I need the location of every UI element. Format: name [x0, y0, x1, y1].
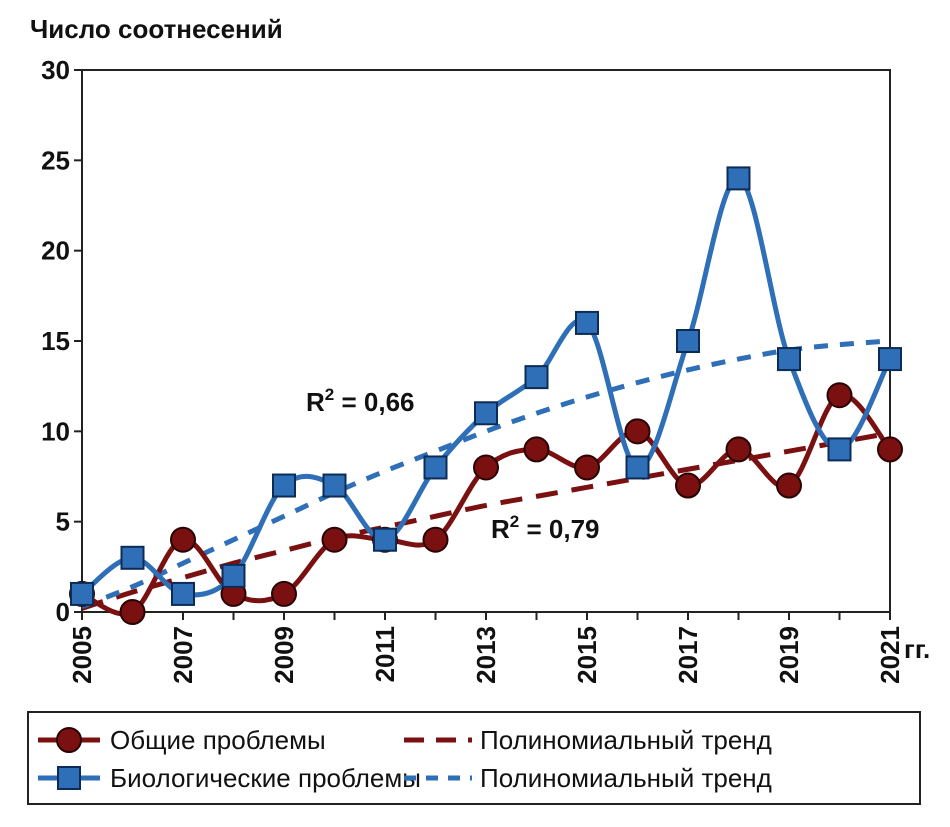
data-point-general: [826, 382, 853, 409]
data-point-biological: [373, 527, 397, 552]
data-point-general: [725, 436, 752, 463]
data-point-general: [271, 580, 297, 607]
x-tick-label: 2013: [471, 626, 501, 684]
plot-area: 0 5 10 15 20 25 30 2005 2007 2009 2011 2013 2015 2017…: [41, 55, 930, 684]
y-tick-label: 20: [41, 236, 70, 266]
data-point-general: [170, 526, 196, 553]
data-point-biological: [423, 455, 448, 480]
data-point-biological: [575, 310, 599, 335]
x-tick-label: 2009: [269, 626, 299, 684]
data-point-biological: [322, 473, 347, 498]
data-point-general: [624, 418, 651, 445]
r2-label-general: R2 = 0,79: [491, 512, 600, 544]
legend-marker-circle: [56, 727, 82, 753]
data-point-general: [574, 454, 600, 481]
y-tick-label: 15: [41, 326, 70, 356]
data-point-general: [321, 526, 348, 553]
data-point-biological: [524, 365, 549, 390]
y-tick-label: 0: [56, 597, 70, 627]
y-axis-label: Число соотнесений: [30, 14, 283, 44]
data-point-biological: [726, 166, 751, 191]
x-tick-label: 2021: [875, 626, 905, 684]
legend-label: Общие проблемы: [110, 725, 326, 755]
x-tick-label: 2017: [673, 626, 703, 684]
series-line-biological: [80, 175, 893, 598]
data-point-biological: [221, 563, 246, 588]
x-tick-label: 2005: [67, 626, 97, 684]
legend: Общие проблемы Полиномиальный тренд Биолог…: [27, 711, 921, 805]
data-point-general: [877, 436, 903, 463]
data-point-general: [523, 436, 550, 463]
data-point-biological: [625, 455, 650, 480]
y-tick-label: 30: [41, 55, 70, 85]
data-point-biological: [272, 473, 296, 498]
data-point-general: [422, 526, 449, 553]
data-point-general: [675, 472, 701, 499]
data-point-biological: [120, 545, 145, 570]
data-point-biological: [676, 329, 700, 353]
plot-frame: [81, 69, 891, 613]
legend-box: [27, 711, 921, 805]
data-point-general: [776, 472, 802, 499]
data-point-biological: [474, 401, 498, 426]
x-tick-label: 2019: [774, 626, 804, 684]
data-point-biological: [827, 437, 852, 462]
data-point-general: [473, 454, 499, 481]
y-tick-label: 5: [56, 507, 70, 537]
legend-label: Биологические проблемы: [110, 763, 421, 793]
x-tick-label: 2015: [572, 626, 602, 684]
data-point-biological: [777, 347, 801, 372]
data-point-biological: [70, 581, 94, 606]
legend-label: Полиномиальный тренд: [480, 763, 772, 793]
x-tick-label: 2007: [168, 626, 198, 684]
legend-label: Полиномиальный тренд: [480, 725, 772, 755]
data-point-biological: [171, 581, 195, 606]
data-point-biological: [878, 347, 902, 372]
r2-label-biological: R2 = 0,66: [306, 385, 415, 417]
legend-marker-square: [57, 766, 81, 790]
y-tick-label: 10: [41, 416, 70, 446]
data-point-general: [119, 599, 146, 625]
x-tick-label: 2011: [370, 626, 400, 682]
x-unit-label: гг.: [904, 634, 930, 664]
y-tick-label: 25: [41, 145, 70, 175]
